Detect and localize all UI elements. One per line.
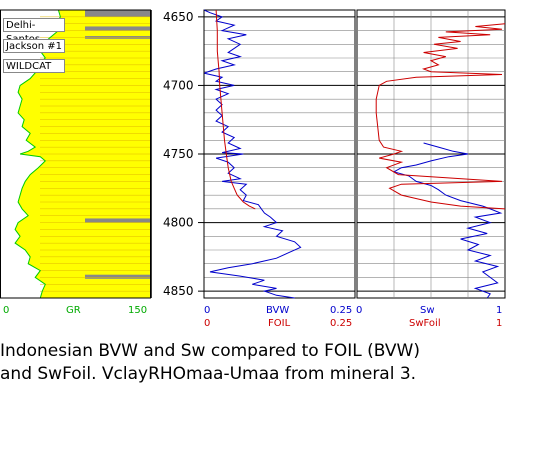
foil-scale-min: 0 (204, 318, 211, 329)
figure-caption: Indonesian BVW and Sw compared to FOIL (… (0, 340, 520, 386)
depth-tick-label: 4700 (163, 78, 194, 92)
swfoil-curve (375, 23, 506, 210)
well-label-company: Delhi-Santos (3, 18, 65, 45)
foil-scale-label: FOIL (268, 318, 291, 329)
bvw-scale-label: BVW (266, 305, 290, 316)
gr-shale-band (85, 274, 151, 279)
sw-track (356, 9, 506, 299)
caption-line-1: Indonesian BVW and Sw compared to FOIL (… (0, 341, 421, 361)
gr-shale-band (85, 26, 151, 31)
bvw-scale-min: 0 (204, 305, 211, 316)
bvw-scale-max: 0.25 (330, 305, 353, 316)
sw-curve (392, 142, 503, 299)
depth-axis: 4650 4700 4750 4800 4850 (150, 10, 205, 298)
gr-scale-min: 0 (3, 305, 10, 316)
caption-line-2: and SwFoil. VclayRHOmaa-Umaa from minera… (0, 364, 417, 384)
gr-scale-label: GR (66, 305, 81, 316)
well-label-field: WILDCAT (3, 59, 65, 73)
gr-fill-clean (0, 10, 61, 298)
depth-tick-label: 4800 (163, 216, 194, 230)
sw-scale-min: 0 (356, 305, 363, 316)
depth-tick-label: 4650 (163, 10, 194, 24)
foil-curve (215, 9, 256, 210)
gr-shale-band (85, 218, 151, 223)
depth-tick-label: 4850 (163, 284, 194, 298)
sw-scale-label: Sw (420, 305, 435, 316)
sw-scale-max: 1 (496, 305, 503, 316)
foil-scale-max: 0.25 (330, 318, 353, 329)
swfoil-scale-max: 1 (496, 318, 503, 329)
bvw-curve (202, 9, 302, 299)
depth-track-bg (151, 10, 204, 298)
gr-shale-band (85, 10, 151, 17)
swfoil-scale-label: SwFoil (409, 318, 441, 329)
gr-track (0, 9, 151, 299)
bvw-track (202, 9, 356, 299)
well-label-well: Jackson #1 (3, 39, 65, 53)
depth-tick-label: 4750 (163, 147, 194, 161)
gr-scale-max: 150 (128, 305, 148, 316)
